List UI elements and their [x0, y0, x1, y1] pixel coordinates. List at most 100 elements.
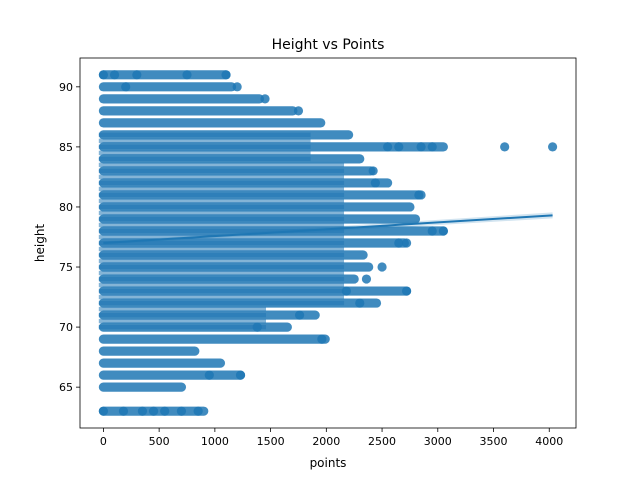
- data-point: [427, 142, 437, 152]
- point-band: [98, 228, 345, 234]
- point-band: [98, 144, 311, 150]
- data-point: [137, 406, 148, 416]
- data-point: [341, 286, 351, 296]
- point-band: [98, 264, 345, 270]
- point-band: [98, 222, 345, 228]
- x-tick-label: 2000: [312, 435, 340, 448]
- point-band: [98, 168, 345, 174]
- y-axis: 65 70 75 80 85 90: [59, 81, 80, 394]
- point-band: [98, 358, 226, 368]
- data-point: [293, 106, 304, 116]
- point-band: [98, 334, 330, 344]
- data-point: [98, 70, 109, 80]
- data-point: [204, 370, 214, 380]
- data-point: [118, 406, 129, 416]
- data-point: [176, 406, 187, 416]
- x-axis-label: points: [310, 456, 347, 470]
- data-point: [368, 166, 378, 176]
- data-point: [148, 406, 159, 416]
- data-point: [361, 274, 372, 284]
- data-point: [401, 286, 412, 296]
- points-layer: [98, 70, 558, 416]
- data-point: [260, 94, 270, 104]
- y-tick-label: 80: [59, 201, 73, 214]
- data-point: [438, 226, 448, 236]
- point-band: [98, 138, 311, 144]
- point-band: [98, 382, 187, 392]
- point-band: [98, 94, 265, 104]
- x-tick-label: 2500: [368, 435, 396, 448]
- point-band: [98, 370, 246, 380]
- x-tick-label: 500: [149, 435, 170, 448]
- x-tick-label: 3000: [424, 435, 452, 448]
- data-point: [235, 370, 246, 380]
- data-point: [98, 406, 109, 416]
- data-point: [414, 190, 424, 200]
- data-point: [427, 226, 437, 236]
- chart-title: Height vs Points: [272, 37, 385, 53]
- regression-layer: [103, 212, 553, 245]
- x-tick-label: 3500: [480, 435, 508, 448]
- data-point: [121, 82, 131, 92]
- data-point: [221, 70, 231, 80]
- point-band: [98, 288, 345, 294]
- data-point: [394, 238, 404, 248]
- data-point: [109, 70, 120, 80]
- point-band: [98, 132, 311, 138]
- data-point: [252, 322, 262, 332]
- y-tick-label: 75: [59, 261, 73, 274]
- data-point: [160, 406, 170, 416]
- x-axis: 0 500 1000 1500 2000 2500 3000 3500 4000: [100, 428, 563, 448]
- y-tick-label: 65: [59, 381, 73, 394]
- data-point: [132, 70, 142, 80]
- y-tick-label: 85: [59, 141, 73, 154]
- point-band: [98, 300, 345, 306]
- data-point: [370, 178, 380, 188]
- point-band: [98, 346, 200, 356]
- x-tick-label: 1000: [201, 435, 229, 448]
- x-tick-label: 1500: [257, 435, 285, 448]
- data-point: [416, 142, 426, 152]
- regression-line: [103, 214, 553, 244]
- point-band: [98, 174, 345, 180]
- point-band: [98, 234, 345, 240]
- point-band: [98, 162, 345, 168]
- point-band: [98, 276, 345, 282]
- point-band: [98, 186, 345, 192]
- point-band: [98, 258, 345, 264]
- point-band: [98, 324, 266, 330]
- data-point: [401, 238, 412, 248]
- point-band: [98, 240, 345, 246]
- data-point: [232, 82, 242, 92]
- point-band: [98, 270, 345, 276]
- data-point: [383, 142, 393, 152]
- point-band: [98, 70, 231, 80]
- x-tick-label: 0: [100, 435, 107, 448]
- data-point: [377, 262, 387, 272]
- y-axis-label: height: [33, 224, 47, 263]
- points-layer-dense: [98, 70, 448, 416]
- plot-frame: [79, 57, 577, 429]
- x-tick-label: 4000: [535, 435, 563, 448]
- point-band: [98, 156, 311, 162]
- point-band: [98, 106, 298, 116]
- data-point: [500, 142, 510, 152]
- point-band: [98, 216, 345, 222]
- point-band: [98, 318, 266, 324]
- point-band: [98, 198, 345, 204]
- point-band: [98, 204, 345, 210]
- point-band: [98, 82, 237, 92]
- point-band: [98, 252, 345, 258]
- point-band: [98, 306, 266, 312]
- data-point: [193, 406, 203, 416]
- data-point: [394, 142, 404, 152]
- point-band: [98, 192, 345, 198]
- point-band: [98, 210, 345, 216]
- point-band: [98, 294, 345, 300]
- point-band: [98, 118, 326, 128]
- data-point: [355, 298, 365, 308]
- y-tick-label: 90: [59, 81, 73, 94]
- point-band: [98, 282, 345, 288]
- data-point: [547, 142, 558, 152]
